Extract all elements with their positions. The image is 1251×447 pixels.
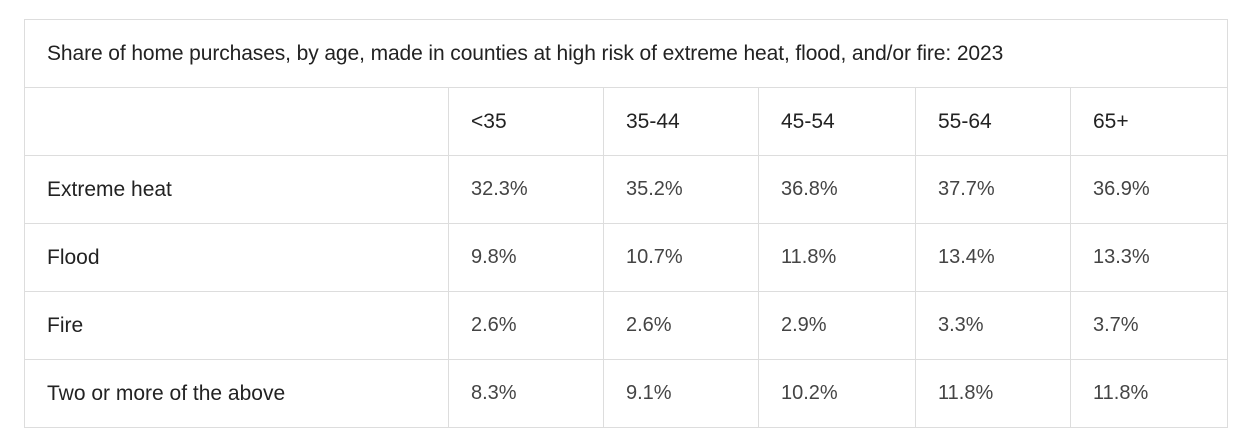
table-cell: 32.3%: [448, 155, 604, 224]
table-row: Flood 9.8% 10.7% 11.8% 13.4% 13.3%: [24, 223, 1229, 292]
table-title: Share of home purchases, by age, made in…: [23, 19, 1229, 88]
risk-table: Share of home purchases, by age, made in…: [23, 19, 1229, 428]
table-cell: 10.2%: [758, 359, 916, 428]
table-cell: 13.4%: [915, 223, 1071, 292]
title-row: Share of home purchases, by age, made in…: [23, 19, 1229, 88]
table-cell: 13.3%: [1069, 223, 1229, 292]
table-cell: 3.7%: [1069, 291, 1229, 360]
header-corner: [24, 87, 449, 156]
row-label-fire: Fire: [24, 291, 449, 360]
table-cell: 37.7%: [915, 155, 1071, 224]
table-cell: 36.8%: [758, 155, 916, 224]
table-cell: 11.8%: [915, 359, 1071, 428]
table-cell: 11.8%: [1069, 359, 1229, 428]
table-row: Two or more of the above 8.3% 9.1% 10.2%…: [24, 359, 1229, 428]
row-label-two-or-more: Two or more of the above: [24, 359, 449, 428]
header-row: <35 35-44 45-54 55-64 65+: [24, 87, 1229, 156]
table-row: Extreme heat 32.3% 35.2% 36.8% 37.7% 36.…: [24, 155, 1229, 224]
column-header-55-64: 55-64: [915, 87, 1071, 156]
table-cell: 9.1%: [603, 359, 759, 428]
table-cell: 2.6%: [448, 291, 604, 360]
column-header-45-54: 45-54: [758, 87, 916, 156]
table-cell: 2.6%: [603, 291, 759, 360]
column-header-under-35: <35: [448, 87, 604, 156]
table-cell: 3.3%: [915, 291, 1071, 360]
table-cell: 35.2%: [603, 155, 759, 224]
table-cell: 8.3%: [448, 359, 604, 428]
row-label-flood: Flood: [24, 223, 449, 292]
table-cell: 9.8%: [448, 223, 604, 292]
row-label-extreme-heat: Extreme heat: [24, 155, 449, 224]
table-cell: 36.9%: [1069, 155, 1229, 224]
table-cell: 10.7%: [603, 223, 759, 292]
column-header-65-plus: 65+: [1069, 87, 1229, 156]
table-cell: 2.9%: [758, 291, 916, 360]
column-header-35-44: 35-44: [603, 87, 759, 156]
data-table-container: Share of home purchases, by age, made in…: [23, 19, 1229, 428]
table-cell: 11.8%: [758, 223, 916, 292]
table-row: Fire 2.6% 2.6% 2.9% 3.3% 3.7%: [24, 291, 1229, 360]
